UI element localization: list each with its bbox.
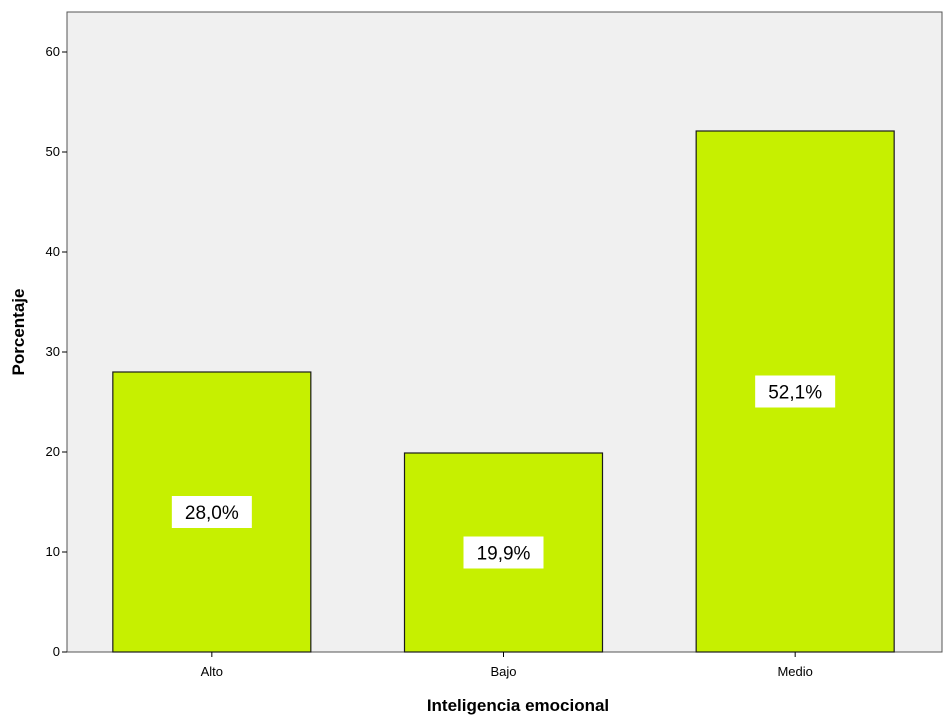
- data-label-box: [755, 375, 836, 408]
- y-tick-label: 20: [46, 444, 60, 459]
- y-tick-label: 50: [46, 144, 60, 159]
- data-label: 28,0%: [185, 503, 239, 524]
- x-tick-label: Alto: [201, 664, 223, 679]
- data-label-box: [463, 536, 544, 569]
- y-tick-label: 30: [46, 344, 60, 359]
- y-tick-label: 10: [46, 544, 60, 559]
- bars: 28,0% 19,9% 52,1%: [112, 130, 895, 653]
- x-axis-title: Inteligencia emocional: [427, 696, 609, 715]
- y-tick-label: 0: [53, 644, 60, 659]
- data-label-box: [171, 496, 252, 528]
- y-tick-label: 60: [46, 44, 60, 59]
- y-tick-label: 40: [46, 244, 60, 259]
- data-label: 19,9%: [477, 544, 531, 565]
- data-label: 52,1%: [768, 383, 822, 404]
- y-axis: 0 10 20 30 40 50 60: [46, 44, 67, 659]
- x-tick-label: Medio: [777, 664, 812, 679]
- y-axis-title: Porcentaje: [9, 289, 28, 376]
- x-axis: Alto Bajo Medio: [201, 652, 813, 679]
- x-tick-label: Bajo: [490, 664, 516, 679]
